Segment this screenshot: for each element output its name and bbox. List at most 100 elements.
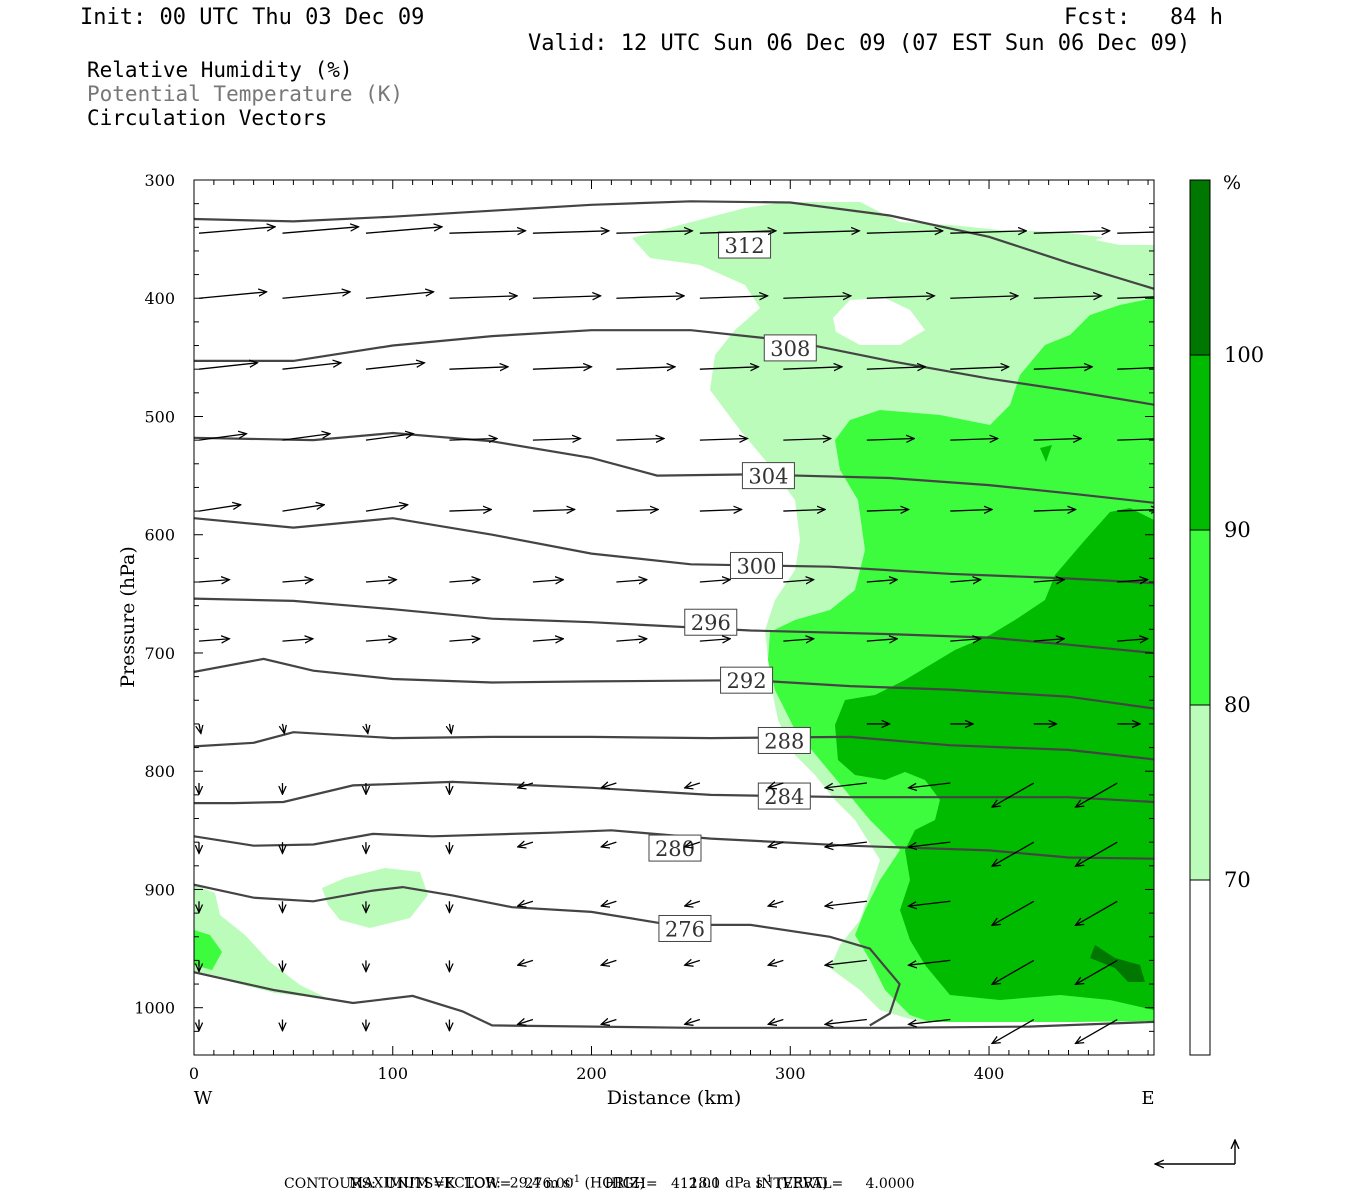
rh-fill-80-west	[194, 930, 222, 970]
colorbar-swatch	[1189, 704, 1211, 881]
circulation-vector	[282, 580, 312, 582]
theta-contour-292	[194, 657, 1154, 710]
theta-contour-300	[194, 517, 1154, 585]
circulation-vector	[1033, 439, 1082, 441]
theta-contour-304	[194, 431, 1154, 504]
circulation-vector	[616, 639, 646, 641]
valid-time: Valid: 12 UTC Sun 06 Dec 09 (07 EST Sun …	[528, 31, 1191, 56]
y-axis-title: Pressure (hPa)	[117, 546, 139, 688]
circulation-vector	[601, 1020, 617, 1025]
circulation-vector	[198, 505, 241, 512]
colorbar-level-label: 70	[1224, 868, 1251, 892]
circulation-vector	[1075, 959, 1118, 984]
circulation-vector	[992, 841, 1035, 866]
circulation-vector	[1033, 509, 1076, 511]
rh-fill-70-hole	[833, 298, 925, 345]
circulation-vector	[282, 363, 341, 370]
legend-vectors-label: Circulation Vectors	[87, 106, 328, 130]
circulation-vector	[685, 842, 701, 847]
circulation-vector	[685, 901, 701, 906]
circulation-vector	[768, 842, 784, 847]
circulation-vector	[1117, 438, 1154, 441]
circulation-vector	[950, 367, 1009, 369]
circulation-vector	[866, 231, 943, 233]
y-tick-label: 900	[144, 880, 175, 899]
circulation-vector	[366, 723, 368, 734]
circulation-vector	[909, 900, 951, 906]
circulation-vector	[198, 434, 247, 441]
circulation-vector	[198, 363, 258, 370]
east-label: E	[1141, 1088, 1154, 1109]
circulation-vector	[282, 227, 358, 234]
circulation-vector	[532, 367, 592, 369]
circulation-vector	[685, 960, 701, 965]
theta-contour-label: 292	[726, 669, 766, 693]
circulation-vector	[783, 296, 851, 298]
theta-contour-surface	[194, 971, 1154, 1029]
theta-contour-label: 280	[655, 837, 695, 861]
theta-contour-label: 304	[748, 465, 788, 489]
circulation-vector	[449, 439, 497, 441]
theta-contour-label: 284	[764, 785, 804, 809]
rh-fill-90	[835, 508, 1154, 1010]
theta-contour-296	[194, 597, 1154, 655]
colorbar-swatch	[1189, 879, 1211, 1056]
circulation-vector	[518, 901, 534, 906]
circulation-vector	[199, 723, 201, 734]
colorbar-unit: %	[1223, 172, 1241, 194]
circulation-vector	[866, 639, 897, 641]
circulation-vector	[699, 231, 776, 233]
circulation-vector	[449, 296, 517, 298]
circulation-vector	[825, 782, 867, 788]
theta-contours	[194, 200, 1154, 1029]
circulation-vector	[198, 292, 267, 299]
circulation-vector	[783, 580, 813, 582]
max-vertical-value: 18.1 dPa s	[689, 1175, 763, 1192]
init-time: Init: 00 UTC Thu 03 Dec 09	[80, 5, 425, 30]
theta-label-box	[741, 462, 795, 490]
max-vector-label: MAXIMUM VECTOR:	[348, 1175, 501, 1192]
x-tick-label: 100	[377, 1064, 408, 1083]
colorbar-level-label: 80	[1224, 693, 1251, 717]
circulation-vector	[992, 1018, 1035, 1044]
circulation-vector	[685, 1020, 701, 1025]
y-tick-label: 800	[144, 762, 175, 781]
max-vector-line: MAXIMUM VECTOR: 29.4 m s-1 (HORIZ) 18.1 …	[340, 1158, 828, 1192]
circulation-vector	[365, 363, 425, 370]
circulation-vector	[1117, 367, 1154, 370]
circulation-vector	[532, 580, 563, 582]
circulation-vector	[449, 231, 525, 233]
circulation-vector	[825, 959, 867, 965]
circulation-vector	[866, 580, 897, 582]
circulation-vector	[518, 842, 534, 847]
x-tick-label: 0	[189, 1064, 199, 1083]
circulation-vector	[616, 580, 646, 582]
circulation-vector	[365, 227, 442, 234]
circulation-vector	[699, 367, 759, 369]
horiz-unit-exponent: -1	[570, 1174, 581, 1185]
circulation-vector	[909, 1018, 951, 1025]
theta-label-box	[763, 334, 817, 362]
circulation-vector	[783, 231, 859, 233]
x-tick-label: 300	[775, 1064, 806, 1083]
circulation-vector	[1033, 231, 1110, 233]
y-tick-label: 700	[144, 644, 175, 663]
theta-label-box	[684, 608, 738, 636]
circulation-vector	[1117, 639, 1147, 641]
circulation-vector	[699, 296, 768, 298]
circulation-vector	[950, 439, 998, 441]
legend-rh-label: Relative Humidity (%)	[87, 58, 353, 82]
theta-contour-label: 308	[770, 337, 810, 361]
theta-contour-label: 312	[725, 234, 765, 258]
theta-label-box	[720, 666, 774, 694]
circulation-vector	[825, 900, 867, 906]
circulation-vector	[699, 509, 742, 511]
circulation-vector	[1033, 296, 1102, 298]
circulation-vector	[282, 434, 330, 441]
circulation-vector	[1075, 841, 1118, 866]
rh-fill-100-b	[1040, 445, 1052, 462]
theta-label-box	[757, 726, 811, 754]
circulation-vector	[825, 1018, 867, 1025]
circulation-vector	[1033, 639, 1064, 641]
circulation-vector	[518, 783, 534, 788]
